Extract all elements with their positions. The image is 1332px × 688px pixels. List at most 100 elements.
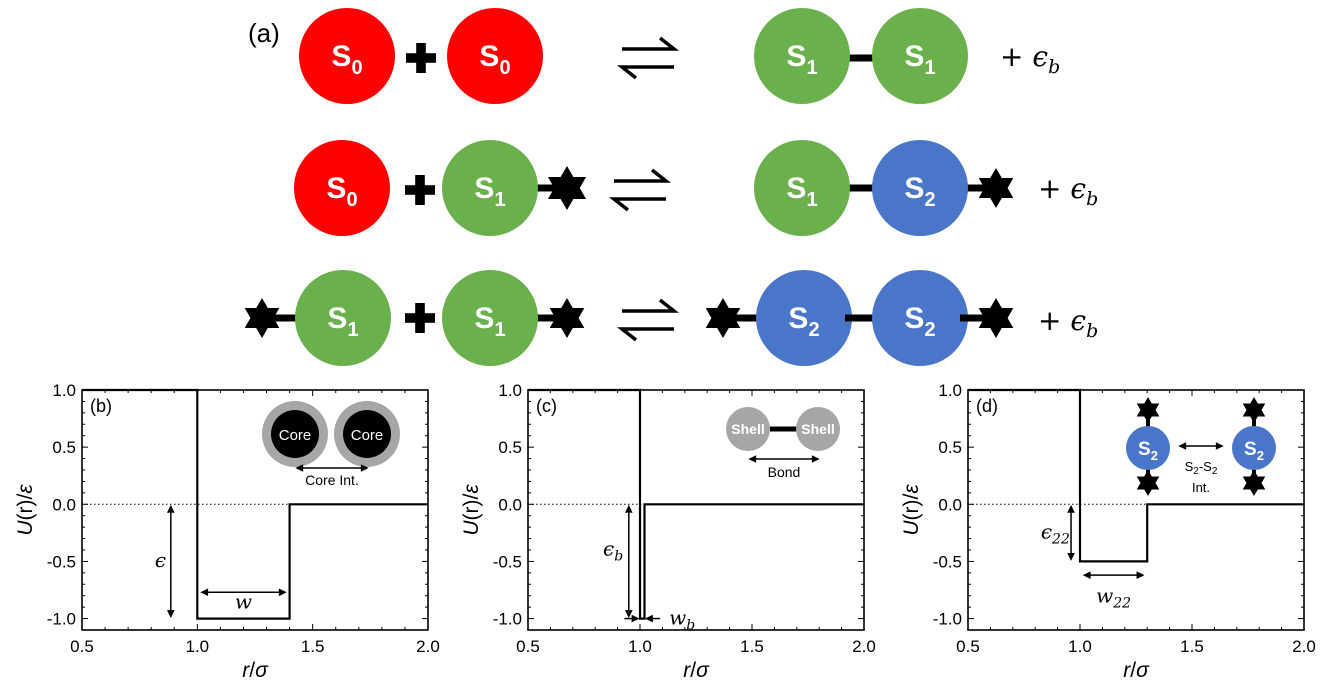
y-tick-label: -1.0	[47, 610, 76, 629]
molecule-label: S2	[1138, 439, 1158, 463]
molecule-circle	[299, 8, 395, 104]
panel-a: (a) S0 S0 S1 S1 + ϵb S0 S1 S1 S2 + ϵb S1 S1 S2 S2 + ϵb	[244, 8, 1098, 366]
x-tick-label: 2.0	[852, 637, 876, 656]
core-label: Core	[351, 427, 384, 444]
double-arrow	[295, 464, 369, 472]
molecule-circle	[872, 270, 968, 366]
width-label: w	[235, 590, 252, 614]
molecule-s1: S1	[872, 8, 968, 104]
y-tick-label: -0.5	[933, 552, 962, 571]
star-icon	[1136, 397, 1160, 423]
x-tick-label: 1.5	[740, 637, 764, 656]
x-tick-label: 1.0	[628, 637, 652, 656]
molecule-label: S1	[786, 172, 817, 211]
star-icon	[244, 298, 280, 338]
s2-inset: S2 S2 S2-S2 Int.	[1126, 397, 1276, 496]
molecule-s1: S1	[754, 140, 850, 236]
inset-caption: Core Int.	[305, 472, 359, 488]
plot-frame	[527, 389, 865, 631]
depth-label: ϵb	[603, 537, 623, 565]
star-icon	[549, 298, 585, 338]
shell-circle	[726, 407, 770, 451]
molecule-label: S1	[327, 302, 358, 341]
plus-icon	[405, 175, 435, 205]
molecule-circle	[295, 270, 391, 366]
x-tick-label: 1.5	[1180, 637, 1204, 656]
inset-caption-1: S2-S2	[1185, 459, 1218, 477]
shell-label: Shell	[801, 421, 834, 437]
y-tick-label: -1.0	[493, 610, 522, 629]
y-tick-label: 1.0	[498, 381, 522, 400]
core-inset: Core Core Core Int.	[262, 401, 400, 488]
molecule-s1: S1	[295, 270, 391, 366]
panel-label: (d)	[976, 396, 998, 416]
energy-term: + ϵb	[1038, 304, 1098, 342]
molecule-s1: S1	[442, 140, 538, 236]
equilibrium-arrows-icon	[608, 168, 672, 212]
core-circle	[271, 410, 319, 458]
star-icon	[1242, 397, 1266, 423]
x-tick-label: 1.5	[301, 637, 325, 656]
molecule-s1: S1	[754, 8, 850, 104]
width-label: w22	[1096, 584, 1131, 612]
molecule-label: S2	[788, 302, 819, 341]
molecule-circle	[756, 270, 852, 366]
molecule-label: S1	[474, 172, 505, 211]
x-axis-label: r/σ	[1123, 659, 1150, 682]
double-arrow	[167, 504, 175, 619]
energy-term: + ϵb	[1000, 40, 1060, 78]
x-axis-label: r/σ	[683, 659, 710, 682]
y-tick-label: -1.0	[933, 610, 962, 629]
double-arrow	[200, 588, 287, 597]
double-arrow	[748, 455, 820, 463]
shell-circle	[796, 407, 840, 451]
double-arrow	[1082, 571, 1145, 579]
molecule-label: S0	[479, 40, 510, 79]
plot-panel-3: 0.5 1.0 1.5 2.0 1.0 0.5 0.0 -0.5 -1.0 r/σ U(r)/ε (d…	[900, 381, 1316, 682]
arrow	[624, 614, 640, 623]
panel-a-label: (a)	[248, 18, 280, 48]
molecule-label: S0	[326, 172, 357, 211]
y-axis-label: U(r)/ε	[900, 484, 923, 536]
molecule-label: S2	[904, 172, 935, 211]
molecule-circle	[872, 8, 968, 104]
molecule-s0: S0	[299, 8, 395, 104]
double-arrow	[1178, 442, 1224, 450]
x-axis-label: r/σ	[242, 659, 269, 682]
y-tick-label: 0.5	[52, 438, 76, 457]
equilibrium-arrows-icon	[616, 298, 680, 342]
potential-curve	[82, 388, 428, 620]
molecule-circle	[1126, 426, 1170, 470]
plus-icon	[406, 43, 436, 73]
x-tick-label: 0.5	[70, 637, 94, 656]
y-tick-label: -0.5	[47, 552, 76, 571]
y-tick-label: 0.0	[52, 495, 76, 514]
inset-caption-2: Int.	[1192, 480, 1210, 495]
molecule-label: S1	[786, 40, 817, 79]
core-circle	[343, 410, 391, 458]
molecule-label: S2	[904, 302, 935, 341]
equilibrium-arrows-icon	[616, 36, 680, 80]
reaction-row-3: S1 S1 S2 S2 + ϵb	[244, 270, 1098, 366]
y-tick-label: 0.5	[498, 438, 522, 457]
core-label: Core	[279, 427, 312, 444]
potential-curve	[968, 388, 1304, 563]
y-tick-label: 0.5	[938, 438, 962, 457]
molecule-circle	[754, 8, 850, 104]
star-icon	[1242, 470, 1266, 496]
molecule-s2: S2	[756, 270, 852, 366]
shell-label: Shell	[731, 421, 764, 437]
y-tick-label: 1.0	[938, 381, 962, 400]
molecule-label: S2	[1244, 439, 1264, 463]
star-icon	[978, 168, 1014, 208]
y-tick-label: -0.5	[493, 552, 522, 571]
star-icon	[1136, 470, 1160, 496]
star-icon	[547, 166, 587, 210]
star-icon	[978, 298, 1014, 338]
molecule-label: S1	[904, 40, 935, 79]
bond-inset: Shell Shell Bond	[726, 407, 840, 480]
x-tick-label: 2.0	[416, 637, 440, 656]
x-tick-label: 0.5	[516, 637, 540, 656]
y-tick-label: 0.0	[938, 495, 962, 514]
